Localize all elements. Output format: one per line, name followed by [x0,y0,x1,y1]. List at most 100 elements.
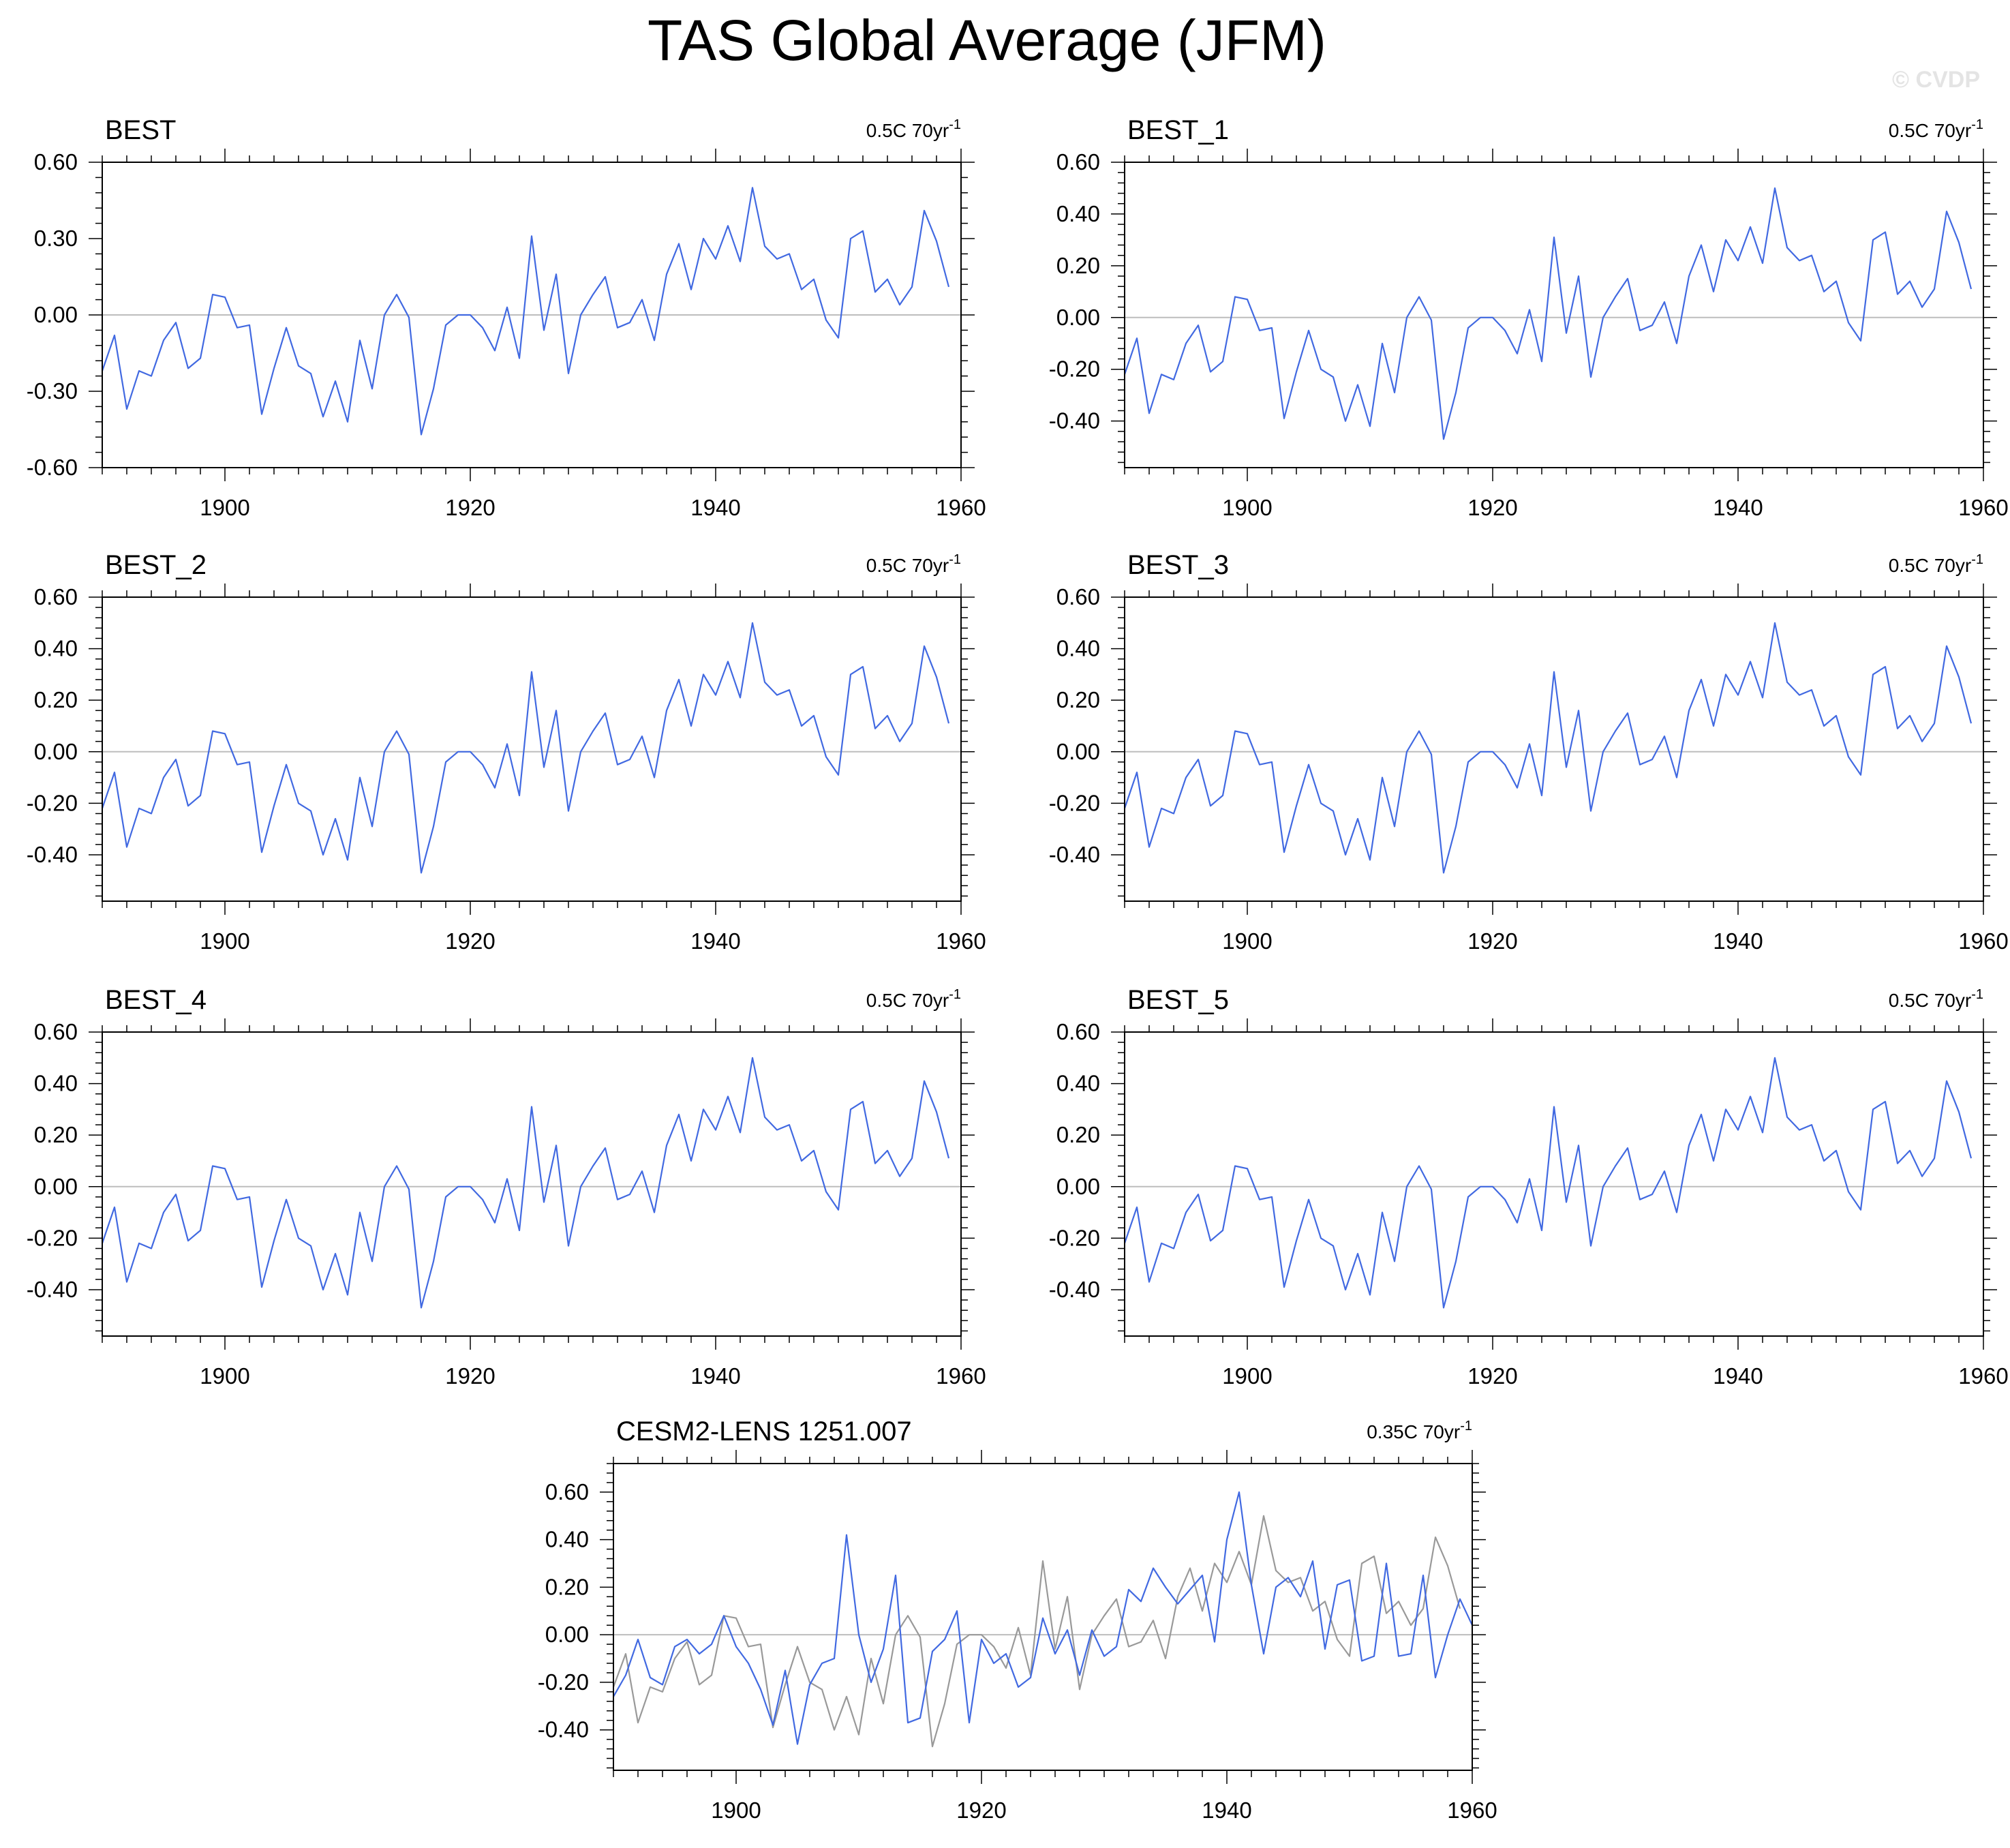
plot-frame [102,1031,962,1337]
trend-value: 0.5C 70yr [866,990,949,1011]
trend-exponent: -1 [949,552,961,567]
series-line-best [1123,622,1973,874]
y-tick-label: 0.60 [34,1019,78,1044]
panel-title: BEST [105,115,176,145]
y-tick-label: 0.60 [34,149,78,175]
y-tick-label: -0.20 [27,790,78,815]
y-tick-label: 0.00 [1056,305,1100,330]
x-tick-label: 1900 [200,928,249,954]
trend-exponent: -1 [949,117,961,132]
x-tick-label: 1940 [690,928,740,954]
y-tick-label: 0.40 [545,1527,589,1552]
trend-value: 0.5C 70yr [866,555,949,576]
x-tick-label: 1900 [200,1363,249,1389]
y-tick-label: -0.40 [27,842,78,867]
y-tick-label: -0.40 [538,1717,589,1742]
x-tick-label: 1900 [1222,928,1272,954]
y-tick-label: 0.40 [1056,636,1100,661]
trend-value: 0.35C 70yr [1367,1421,1460,1442]
panel-title: BEST_1 [1127,115,1229,145]
y-tick-label: -0.20 [27,1225,78,1250]
y-tick-label: -0.40 [27,1277,78,1302]
trend-label: 0.5C 70yr-1 [866,987,961,1011]
panel-title: BEST_2 [105,550,207,580]
trend-exponent: -1 [1971,552,1983,567]
y-tick-label: 0.00 [34,302,78,327]
trend-value: 0.5C 70yr [1889,555,1971,576]
y-tick-label: 0.40 [1056,201,1100,226]
chart-panel-5: BEST_5 0.5C 70yr-1 1900 1920 1940 1960 -0.40 -0… [1049,985,2009,1389]
chart-panel-3: BEST_3 0.5C 70yr-1 1900 1920 1940 1960 -0.40 -0… [1049,550,2009,954]
y-tick-label: 0.00 [1056,739,1100,764]
x-tick-label: 1960 [1958,928,2008,954]
x-tick-label: 1940 [1713,1363,1763,1389]
y-tick-label: -0.40 [1049,842,1100,867]
trend-exponent: -1 [949,987,961,1002]
x-tick-label: 1940 [690,1363,740,1389]
y-tick-label: 0.40 [1056,1071,1100,1096]
series-line-best [101,187,950,436]
y-tick-label: 0.20 [34,687,78,712]
y-tick-label: -0.40 [1049,1277,1100,1302]
x-tick-label: 1960 [1958,1363,2008,1389]
y-tick-label: 0.40 [34,636,78,661]
y-tick-label: 0.00 [545,1622,589,1647]
y-tick-label: 0.60 [1056,149,1100,175]
panel-title: BEST_3 [1127,550,1229,580]
y-tick-label: -0.60 [27,455,78,480]
plot-frame [1124,596,1984,902]
trend-label: 0.5C 70yr-1 [1889,987,1983,1011]
y-tick-label: 0.20 [545,1574,589,1599]
x-tick-label: 1920 [1467,928,1517,954]
chart-panel-2: BEST_2 0.5C 70yr-1 1900 1920 1940 1960 -0.40 -0… [27,550,986,954]
x-tick-label: 1900 [1222,1363,1272,1389]
trend-exponent: -1 [1971,987,1983,1002]
panel-title: BEST_5 [1127,985,1229,1015]
panel-title: BEST_4 [105,985,207,1015]
x-tick-label: 1940 [1713,495,1763,520]
trend-value: 0.5C 70yr [1889,120,1971,141]
chart-panel-0: BEST 0.5C 70yr-1 1900 1920 1940 1960 -0.60 -0.3… [27,115,986,520]
trend-value: 0.5C 70yr [866,120,949,141]
y-tick-label: 0.00 [1056,1174,1100,1199]
y-tick-label: -0.20 [1049,790,1100,815]
x-tick-label: 1960 [936,495,986,520]
x-tick-label: 1900 [711,1798,761,1823]
chart-panel-1: BEST_1 0.5C 70yr-1 1900 1920 1940 1960 -0.40 -0… [1049,115,2009,520]
x-tick-label: 1960 [936,1363,986,1389]
y-tick-label: 0.60 [1056,1019,1100,1044]
x-tick-label: 1920 [445,1363,495,1389]
y-tick-label: 0.60 [1056,584,1100,609]
y-tick-label: 0.20 [1056,687,1100,712]
x-tick-label: 1920 [1467,495,1517,520]
y-tick-label: 0.20 [1056,253,1100,278]
plot-frame [613,1463,1473,1771]
trend-label: 0.35C 70yr-1 [1367,1419,1472,1442]
trend-exponent: -1 [1971,117,1983,132]
series-line-best [1123,1057,1973,1309]
x-tick-label: 1960 [1447,1798,1497,1823]
series-line-best [612,1515,1461,1748]
y-tick-label: 0.40 [34,1071,78,1096]
cvdp-watermark: © CVDP [1892,67,1980,93]
plot-frame [102,596,962,902]
y-tick-label: 0.00 [34,1174,78,1199]
y-tick-label: -0.30 [27,378,78,404]
trend-exponent: -1 [1460,1419,1472,1434]
y-tick-label: 0.30 [34,226,78,251]
trend-value: 0.5C 70yr [1889,990,1971,1011]
panel-title: CESM2-LENS 1251.007 [616,1417,912,1446]
y-tick-label: 0.00 [34,739,78,764]
x-tick-label: 1920 [1467,1363,1517,1389]
x-tick-label: 1920 [956,1798,1006,1823]
trend-label: 0.5C 70yr-1 [1889,552,1983,576]
chart-panel-4: BEST_4 0.5C 70yr-1 1900 1920 1940 1960 -0.40 -0… [27,985,986,1389]
y-tick-label: 0.60 [34,584,78,609]
x-tick-label: 1900 [1222,495,1272,520]
y-tick-label: -0.20 [1049,357,1100,382]
x-tick-label: 1920 [445,928,495,954]
plot-frame [1124,1031,1984,1337]
chart-panel-6: CESM2-LENS 1251.007 0.35C 70yr-1 1900 1920 1… [538,1417,1497,1823]
